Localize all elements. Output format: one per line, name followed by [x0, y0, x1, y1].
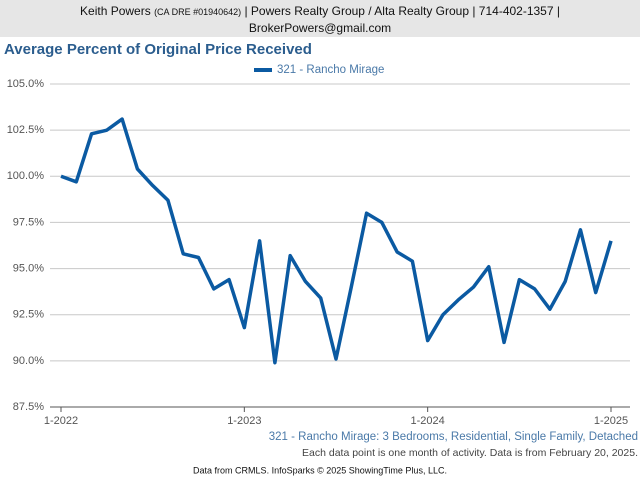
chart-subtitle: 321 - Rancho Mirage: 3 Bedrooms, Residen… [269, 431, 638, 443]
y-tick-label: 87.5% [13, 401, 44, 413]
agent-email: BrokerPowers@gmail.com [248, 21, 392, 35]
y-tick-label: 95.0% [13, 262, 44, 274]
license: (CA DRE #01940642) [154, 7, 242, 17]
y-tick-label: 100.0% [7, 170, 45, 182]
x-tick-label: 1-2022 [44, 415, 78, 427]
agent-details: | Powers Realty Group / Alta Realty Grou… [244, 4, 560, 18]
agent-name: Keith Powers [80, 4, 151, 18]
legend-label: 321 - Rancho Mirage [277, 64, 384, 76]
y-tick-label: 105.0% [7, 78, 45, 90]
x-tick-label: 1-2025 [594, 415, 628, 427]
x-tick-label: 1-2024 [411, 415, 445, 427]
data-line [60, 117, 613, 365]
chart-source: Data from CRMLS. InfoSparks © 2025 Showi… [193, 465, 447, 475]
header: Keith Powers (CA DRE #01940642) | Powers… [0, 0, 640, 37]
chart-note: Each data point is one month of activity… [302, 447, 638, 459]
y-tick-label: 102.5% [7, 124, 45, 136]
x-tick-label: 1-2023 [227, 415, 261, 427]
y-tick-label: 92.5% [13, 309, 44, 321]
chart-title: Average Percent of Original Price Receiv… [4, 41, 312, 58]
y-tick-label: 97.5% [13, 216, 44, 228]
y-tick-label: 90.0% [13, 355, 44, 367]
